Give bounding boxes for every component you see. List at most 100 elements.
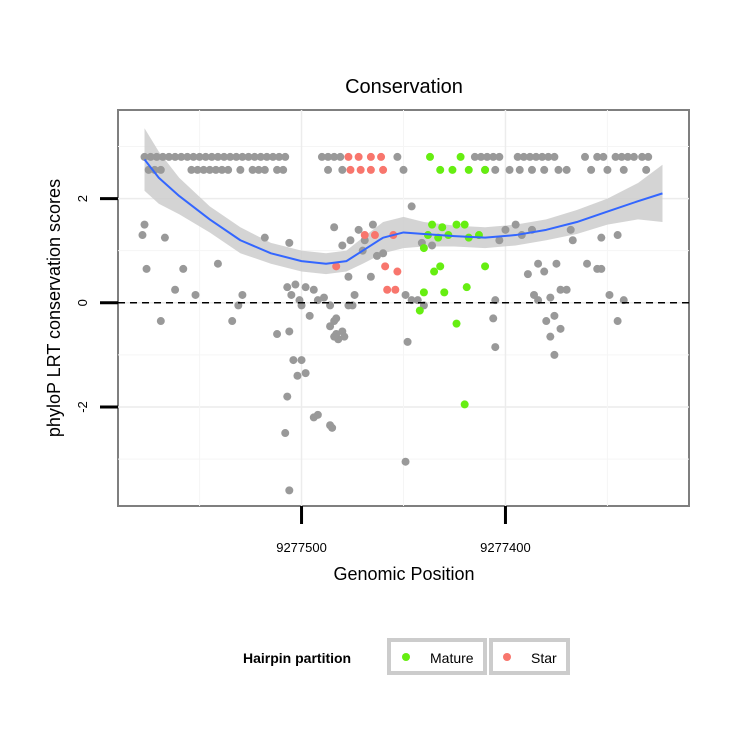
- point-other: [544, 152, 553, 161]
- point-other: [187, 165, 196, 174]
- point-other: [597, 233, 606, 242]
- point-other: [177, 152, 186, 161]
- point-other: [328, 423, 337, 432]
- point-other: [379, 249, 388, 258]
- confidence-ribbon: [144, 128, 663, 275]
- y-axis-title: phyloP LRT conservation scores: [44, 179, 64, 437]
- point-star: [381, 262, 390, 271]
- point-other: [505, 165, 514, 174]
- point-other: [160, 233, 169, 242]
- point-other: [617, 152, 626, 161]
- point-other: [301, 369, 310, 378]
- y-tick-label: 2: [75, 195, 90, 202]
- point-other: [317, 152, 326, 161]
- point-other: [407, 202, 416, 211]
- point-other: [260, 233, 269, 242]
- point-other: [183, 152, 192, 161]
- smooth-confidence-band: [144, 128, 663, 275]
- point-other: [238, 290, 247, 299]
- point-other: [156, 317, 165, 326]
- point-other: [236, 165, 245, 174]
- point-other: [495, 152, 504, 161]
- point-other: [401, 290, 410, 299]
- smooth-trend-line: [143, 158, 663, 265]
- y-tick-label: 0: [75, 299, 90, 306]
- point-other: [613, 317, 622, 326]
- point-other: [275, 152, 284, 161]
- legend: Hairpin partition Mature Star: [243, 638, 570, 675]
- point-other: [491, 343, 500, 352]
- point-mature: [452, 319, 461, 328]
- point-other: [550, 350, 559, 359]
- point-other: [556, 285, 565, 294]
- point-mature: [462, 283, 471, 292]
- point-other: [401, 457, 410, 466]
- point-other: [566, 225, 575, 234]
- point-other: [519, 152, 528, 161]
- point-mature: [419, 288, 428, 297]
- point-other: [287, 290, 296, 299]
- x-axis-title: Genomic Position: [333, 564, 474, 584]
- point-other: [540, 267, 549, 276]
- point-other: [372, 251, 381, 260]
- point-star: [366, 152, 375, 161]
- point-other: [354, 225, 363, 234]
- point-other: [593, 152, 602, 161]
- point-other: [158, 152, 167, 161]
- point-other: [642, 165, 651, 174]
- point-other: [254, 165, 263, 174]
- point-other: [501, 225, 510, 234]
- point-other: [580, 152, 589, 161]
- point-other: [605, 290, 614, 299]
- point-other: [403, 337, 412, 346]
- chart-title: Conservation: [345, 76, 463, 98]
- point-other: [226, 152, 235, 161]
- point-mature: [456, 152, 465, 161]
- point-mature: [452, 220, 461, 229]
- point-other: [527, 165, 536, 174]
- point-other: [491, 165, 500, 174]
- point-other: [293, 371, 302, 380]
- point-other: [515, 165, 524, 174]
- point-other: [330, 332, 339, 341]
- legend-key-mature: [402, 653, 410, 661]
- point-other: [313, 410, 322, 419]
- point-other: [489, 314, 498, 323]
- point-star: [354, 152, 363, 161]
- point-other: [273, 165, 282, 174]
- point-star: [356, 165, 365, 174]
- point-mature: [481, 165, 490, 174]
- point-other: [525, 152, 534, 161]
- point-other: [305, 311, 314, 320]
- point-star: [366, 165, 375, 174]
- point-other: [220, 152, 229, 161]
- point-other: [324, 152, 333, 161]
- point-other: [301, 283, 310, 292]
- point-other: [146, 152, 155, 161]
- point-other: [532, 152, 541, 161]
- point-star: [332, 262, 341, 271]
- point-other: [330, 223, 339, 232]
- point-star: [377, 152, 386, 161]
- point-mature: [448, 165, 457, 174]
- point-other: [156, 165, 165, 174]
- point-star: [393, 267, 402, 276]
- point-mature: [440, 288, 449, 297]
- point-other: [213, 259, 222, 268]
- point-star: [344, 152, 353, 161]
- point-other: [366, 272, 375, 281]
- legend-title: Hairpin partition: [243, 650, 351, 666]
- point-other: [228, 317, 237, 326]
- point-other: [281, 429, 290, 438]
- point-other: [248, 165, 257, 174]
- point-other: [268, 152, 277, 161]
- point-mature: [430, 267, 439, 276]
- point-other: [164, 152, 173, 161]
- point-other: [428, 241, 437, 250]
- point-other: [513, 152, 522, 161]
- point-mature: [436, 165, 445, 174]
- point-other: [550, 152, 559, 161]
- point-mature: [460, 400, 469, 409]
- point-mature: [426, 152, 435, 161]
